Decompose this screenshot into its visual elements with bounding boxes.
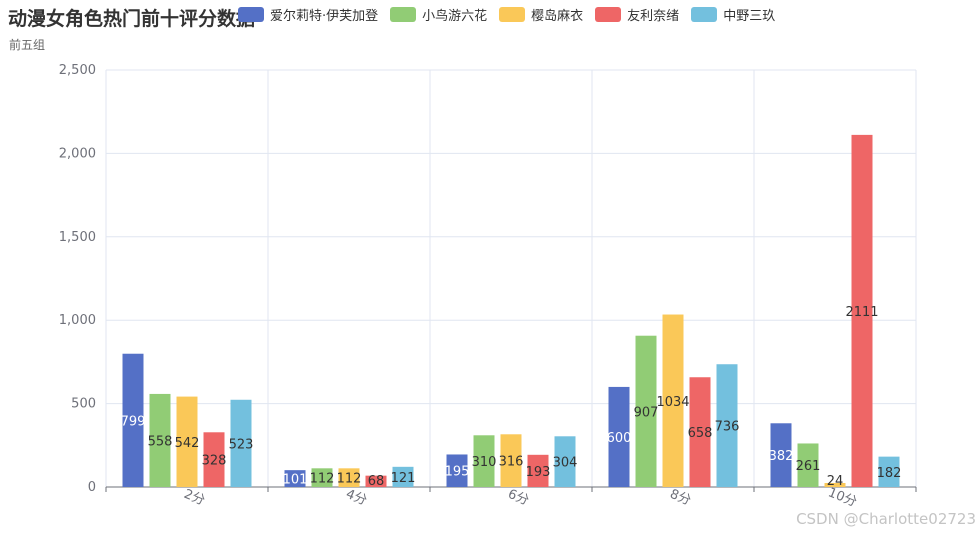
bar [527,454,549,487]
data-label: 907 [634,405,659,420]
data-label: 121 [391,471,416,486]
data-label: 304 [553,456,578,471]
bar [284,470,306,487]
data-label: 736 [715,420,740,435]
bar [149,393,171,487]
chart-subtitle: 前五组 [9,38,46,52]
bar [203,432,225,487]
bar [824,482,846,487]
x-tick-label: 10分 [826,485,859,510]
data-label: 316 [499,455,524,470]
bar [365,475,387,487]
data-label: 182 [877,466,902,481]
bar [689,377,711,487]
x-tick-label: 6分 [506,487,531,509]
bar [635,335,657,487]
bar [311,468,333,487]
legend-swatch [691,7,718,22]
data-label: 101 [283,473,308,488]
legend-item[interactable]: 爱尔莉特·伊芙加登 [238,5,378,24]
data-label: 261 [796,459,821,474]
legend: 爱尔莉特·伊芙加登 小鸟游六花 樱岛麻衣 友利奈绪 中野三玖 [238,5,787,24]
legend-label: 中野三玖 [723,9,776,24]
legend-swatch [390,7,417,22]
legend-label: 爱尔莉特·伊芙加登 [270,9,379,24]
data-label: 112 [310,472,335,487]
data-label: 195 [445,465,470,480]
data-label: 112 [337,472,362,487]
legend-item[interactable]: 樱岛麻衣 [499,5,583,24]
data-label: 523 [229,437,254,452]
legend-swatch [595,7,622,22]
data-label: 328 [202,454,227,469]
legend-label: 友利奈绪 [627,9,680,24]
y-tick-label: 2,000 [59,146,96,161]
legend-label: 小鸟游六花 [422,9,488,24]
data-label: 310 [472,455,497,470]
bar [392,466,414,487]
legend-item[interactable]: 中野三玖 [691,5,775,24]
legend-swatch [238,7,264,22]
legend-item[interactable]: 小鸟游六花 [390,5,487,24]
bar [770,423,792,487]
data-label: 542 [175,436,200,451]
bar [473,435,495,487]
data-label: 1034 [656,395,689,410]
y-tick-label: 2,500 [59,63,96,78]
x-tick-label: 8分 [668,487,693,509]
bar [716,364,738,487]
legend-item[interactable]: 友利奈绪 [595,5,679,24]
data-label: 382 [769,449,794,464]
bar [608,386,630,487]
legend-label: 樱岛麻衣 [531,9,584,24]
bar [878,456,900,487]
chart-title: 动漫女角色热门前十评分数据 [8,8,256,30]
bar [176,396,198,487]
bar [122,353,144,487]
bar [230,399,252,487]
x-tick-label: 4分 [344,487,369,509]
bar [446,454,468,487]
data-label: 68 [368,474,385,489]
x-tick-label: 2分 [182,487,207,509]
y-tick-label: 500 [71,397,96,412]
y-tick-label: 1,500 [59,230,96,245]
bar [797,443,819,487]
bar [851,134,873,487]
y-tick-label: 1,000 [59,313,96,328]
data-label: 193 [526,465,551,480]
bar [662,314,684,487]
data-label: 600 [607,431,632,446]
y-tick-label: 0 [88,480,96,495]
bar [500,434,522,487]
watermark: CSDN @Charlotte02723 [796,510,976,528]
data-label: 658 [688,426,713,441]
data-label: 558 [148,434,173,449]
bar [554,436,576,487]
legend-swatch [499,7,526,22]
bar [338,468,360,487]
data-label: 799 [121,414,146,429]
data-label: 2111 [845,305,878,320]
data-label: 24 [827,474,844,489]
